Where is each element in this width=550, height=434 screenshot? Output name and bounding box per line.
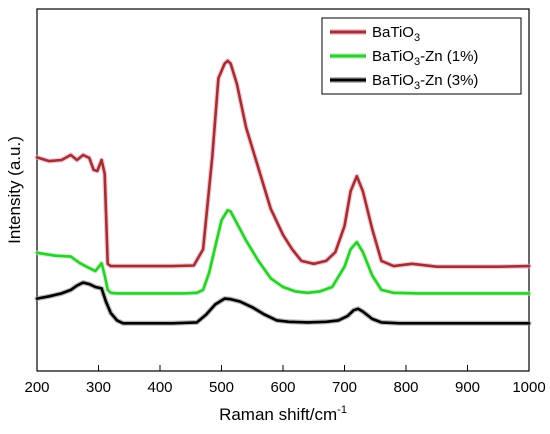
x-axis-title-main: Raman shift/cm (219, 405, 337, 424)
series-line-3 (35, 281, 531, 325)
series-line-2 (35, 208, 531, 295)
series-line-1 (35, 59, 531, 269)
x-tick-label: 600 (270, 379, 295, 396)
legend-label-subscript: 3 (414, 56, 420, 68)
legend-label-3: BaTiO3-Zn (3%) (372, 72, 478, 92)
x-tick-label: 400 (147, 379, 172, 396)
legend-label-subscript: 3 (414, 80, 420, 92)
legend-label-subscript: 3 (414, 32, 420, 44)
y-axis-title: Intensity (a.u.) (5, 136, 24, 244)
x-axis-title-superscript: -1 (337, 404, 347, 416)
legend-label-main: BaTiO (372, 72, 414, 89)
x-tick-label: 700 (332, 379, 357, 396)
x-tick-label: 1000 (512, 379, 545, 396)
x-tick-label: 800 (393, 379, 418, 396)
legend-label-main: BaTiO (372, 24, 414, 41)
x-axis-ticks: 200 300 400 500 600 700 800 900 1000 (24, 365, 546, 396)
legend-label-main: BaTiO (372, 48, 414, 65)
legend-label-tail: -Zn (3%) (420, 72, 478, 89)
x-tick-label: 900 (455, 379, 480, 396)
series-layer (34, 58, 532, 326)
x-tick-label: 200 (24, 379, 49, 396)
legend-label-tail: -Zn (1%) (420, 48, 478, 65)
legend-label-1: BaTiO3 (372, 24, 420, 44)
legend-label-2: BaTiO3-Zn (1%) (372, 48, 478, 68)
x-tick-label: 500 (209, 379, 234, 396)
x-tick-label: 300 (86, 379, 111, 396)
series-glow-2 (34, 207, 532, 296)
x-axis-title: Raman shift/cm-1 (219, 404, 347, 424)
